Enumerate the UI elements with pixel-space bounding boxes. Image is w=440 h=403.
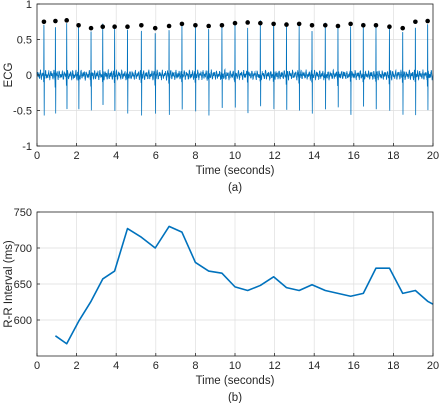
r-peak-marker [245,20,250,25]
r-peak-marker [348,21,353,27]
r-peak-marker [53,18,58,24]
ecg-x-tick-label: 6 [153,150,159,162]
rr-x-tick-label: 2 [74,360,80,372]
r-peak-marker [335,23,341,29]
ecg-x-tick-label: 8 [192,150,198,162]
r-peak-marker [219,23,225,28]
ecg-x-tick-label: 16 [348,150,360,162]
ecg-x-tick-label: 12 [268,150,280,162]
rr-x-tick-label: 16 [348,360,360,372]
ecg-y-tick-label: 1 [26,0,32,11]
ecg-y-tick-label: 0 [26,70,32,82]
rr-y-axis-label: R-R Interval (ms) [3,240,15,328]
r-peak-marker [88,25,94,31]
r-peak-marker [425,18,430,24]
r-peak-marker [64,18,69,23]
ecg-y-tick-label: -1 [22,141,32,153]
r-peak-marker [387,24,392,30]
rr-x-tick-label: 0 [34,360,40,372]
r-peak-marker [322,23,328,28]
rr-x-tick-label: 6 [153,360,159,372]
r-peak-marker [193,23,198,28]
rr-data [54,225,434,345]
rr-y-tick-label: 650 [14,279,32,291]
ecg-x-tick-label: 14 [308,150,320,162]
rr-interval-line [54,225,434,345]
rr-x-tick-label: 4 [113,360,119,372]
ecg-ticks: 0 2 4 6 8 10 12 14 16 18 20 -1 -0.5 0 0.5 1 [13,0,439,162]
r-peak-marker [166,23,172,29]
rr-x-tick-label: 14 [308,360,320,372]
ecg-y-axis-label: ECG [3,62,15,87]
rr-x-tick-label: 18 [387,360,399,372]
r-peak-marker [296,21,302,27]
ecg-x-tick-label: 4 [113,150,119,162]
ecg-y-tick-label: 0.5 [17,35,32,47]
rr-y-tick-label: 750 [14,207,32,219]
ecg-chart: 0 2 4 6 8 10 12 14 16 18 20 -1 -0.5 0 0.5 1 Time (secon… [3,0,439,194]
ecg-x-tick-label: 10 [229,150,241,162]
r-peak-marker [232,20,238,26]
r-peak-marker [152,25,158,31]
ecg-caption: (a) [228,182,242,194]
r-peak-marker [309,23,315,28]
ecg-x-tick-label: 18 [387,150,399,162]
r-peak-marker [258,20,263,26]
ecg-x-axis-label: Time (seconds) [196,165,275,177]
rr-x-tick-label: 12 [268,360,280,372]
r-peak-marker [284,22,289,27]
ecg-y-tick-label: -0.5 [13,106,32,118]
r-peak-marker [41,19,47,25]
rr-y-tick-label: 700 [14,243,32,255]
r-peak-marker [179,21,185,27]
rr-x-axis-label: Time (seconds) [196,375,275,387]
rr-caption: (b) [228,392,242,403]
ecg-data [36,18,434,116]
rr-y-tick-label: 600 [14,315,32,327]
r-peak-marker [400,25,406,31]
r-peak-marker [76,23,81,28]
rr-x-tick-label: 10 [229,360,241,372]
ecg-x-tick-label: 0 [34,150,40,162]
r-peak-marker [139,23,144,28]
r-peak-marker [206,23,211,29]
ecg-x-tick-label: 20 [427,150,439,162]
r-peak-marker [271,21,276,27]
r-peak-marker [125,24,130,30]
r-peak-marker [361,23,366,28]
r-peak-marker [112,24,117,30]
r-peak-marker [100,24,106,30]
r-peak-marker [373,23,379,28]
rr-x-tick-label: 20 [427,360,439,372]
rr-x-tick-label: 8 [192,360,198,372]
ecg-x-tick-label: 2 [74,150,80,162]
rr-ticks: 0 2 4 6 8 10 12 14 16 18 20 600 650 700 750 [14,207,439,372]
rr-interval-chart: 0 2 4 6 8 10 12 14 16 18 20 600 650 700 750 Time (seco… [3,207,439,403]
r-peak-marker [413,19,418,25]
